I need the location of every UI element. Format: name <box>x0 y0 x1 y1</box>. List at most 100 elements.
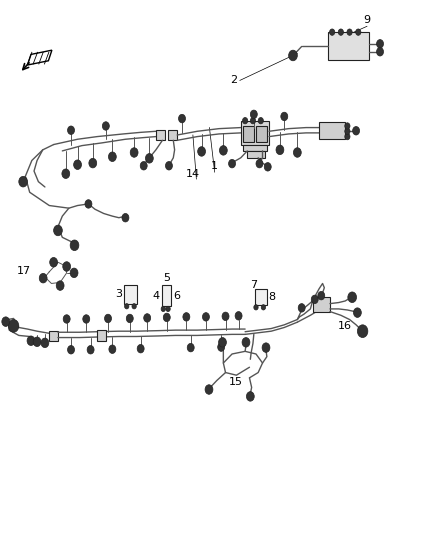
Text: 6: 6 <box>173 290 180 301</box>
Circle shape <box>126 314 133 322</box>
Text: 8: 8 <box>268 292 276 302</box>
FancyBboxPatch shape <box>243 126 254 142</box>
FancyBboxPatch shape <box>156 130 166 140</box>
FancyBboxPatch shape <box>319 122 345 139</box>
Circle shape <box>144 314 151 322</box>
Text: 1: 1 <box>211 161 218 171</box>
Circle shape <box>70 240 79 251</box>
Circle shape <box>318 292 325 300</box>
Circle shape <box>256 159 263 168</box>
Text: 4: 4 <box>152 290 159 301</box>
Circle shape <box>49 257 57 267</box>
Circle shape <box>347 29 352 35</box>
Circle shape <box>261 305 265 310</box>
Circle shape <box>264 163 271 171</box>
Circle shape <box>39 273 47 283</box>
Circle shape <box>183 313 190 321</box>
FancyBboxPatch shape <box>49 331 58 341</box>
Text: 5: 5 <box>163 273 170 284</box>
Circle shape <box>56 281 64 290</box>
Circle shape <box>311 295 318 304</box>
Circle shape <box>281 112 288 120</box>
Circle shape <box>74 160 81 169</box>
Text: 2: 2 <box>230 75 237 85</box>
Circle shape <box>130 148 138 157</box>
Circle shape <box>345 133 350 140</box>
Circle shape <box>63 315 70 323</box>
Circle shape <box>122 214 129 222</box>
Circle shape <box>229 159 236 168</box>
Circle shape <box>242 337 250 347</box>
Circle shape <box>219 337 226 347</box>
Circle shape <box>140 161 147 170</box>
Text: 7: 7 <box>250 280 258 290</box>
Circle shape <box>63 262 71 271</box>
Circle shape <box>33 337 41 346</box>
Circle shape <box>345 128 350 134</box>
Circle shape <box>338 29 343 35</box>
FancyBboxPatch shape <box>168 130 177 140</box>
Circle shape <box>293 148 301 157</box>
Circle shape <box>109 345 116 353</box>
FancyBboxPatch shape <box>256 126 267 142</box>
Text: 9: 9 <box>364 15 371 25</box>
Circle shape <box>357 325 368 337</box>
Circle shape <box>70 268 78 278</box>
Text: 15: 15 <box>229 377 243 387</box>
Circle shape <box>247 392 254 401</box>
FancyBboxPatch shape <box>247 151 265 158</box>
Circle shape <box>377 39 384 48</box>
Circle shape <box>161 306 166 312</box>
Circle shape <box>377 47 384 56</box>
Circle shape <box>163 313 170 321</box>
Circle shape <box>67 345 74 354</box>
Circle shape <box>53 225 62 236</box>
Circle shape <box>137 344 144 353</box>
Circle shape <box>251 110 257 118</box>
Circle shape <box>356 29 361 35</box>
Circle shape <box>205 385 213 394</box>
Circle shape <box>218 343 225 351</box>
Circle shape <box>83 315 90 323</box>
Circle shape <box>262 343 270 352</box>
FancyBboxPatch shape <box>313 297 330 312</box>
FancyBboxPatch shape <box>243 144 267 151</box>
Circle shape <box>2 317 10 326</box>
Circle shape <box>298 304 305 312</box>
Circle shape <box>87 345 94 354</box>
Circle shape <box>251 117 255 124</box>
Circle shape <box>145 154 153 163</box>
Circle shape <box>89 158 97 168</box>
Circle shape <box>345 123 350 129</box>
FancyBboxPatch shape <box>162 285 171 306</box>
Circle shape <box>276 145 284 155</box>
Circle shape <box>166 161 173 170</box>
Text: 14: 14 <box>186 169 200 179</box>
Circle shape <box>179 114 185 123</box>
Circle shape <box>289 50 297 61</box>
Circle shape <box>348 292 357 303</box>
Circle shape <box>258 117 263 124</box>
Circle shape <box>353 308 361 317</box>
Circle shape <box>202 313 209 321</box>
Circle shape <box>105 314 112 322</box>
Circle shape <box>67 126 74 134</box>
Text: 17: 17 <box>17 266 31 276</box>
Circle shape <box>109 152 116 161</box>
FancyBboxPatch shape <box>124 285 137 304</box>
Circle shape <box>219 146 227 155</box>
Circle shape <box>353 126 360 135</box>
Circle shape <box>235 312 242 320</box>
FancyBboxPatch shape <box>328 32 369 60</box>
Polygon shape <box>28 50 52 65</box>
Circle shape <box>124 304 129 309</box>
Circle shape <box>187 343 194 352</box>
Circle shape <box>329 29 335 35</box>
Circle shape <box>8 319 19 332</box>
Circle shape <box>102 122 110 130</box>
Circle shape <box>19 176 28 187</box>
Text: 3: 3 <box>115 289 122 299</box>
Circle shape <box>243 117 248 124</box>
Circle shape <box>85 200 92 208</box>
Text: 16: 16 <box>338 321 352 331</box>
